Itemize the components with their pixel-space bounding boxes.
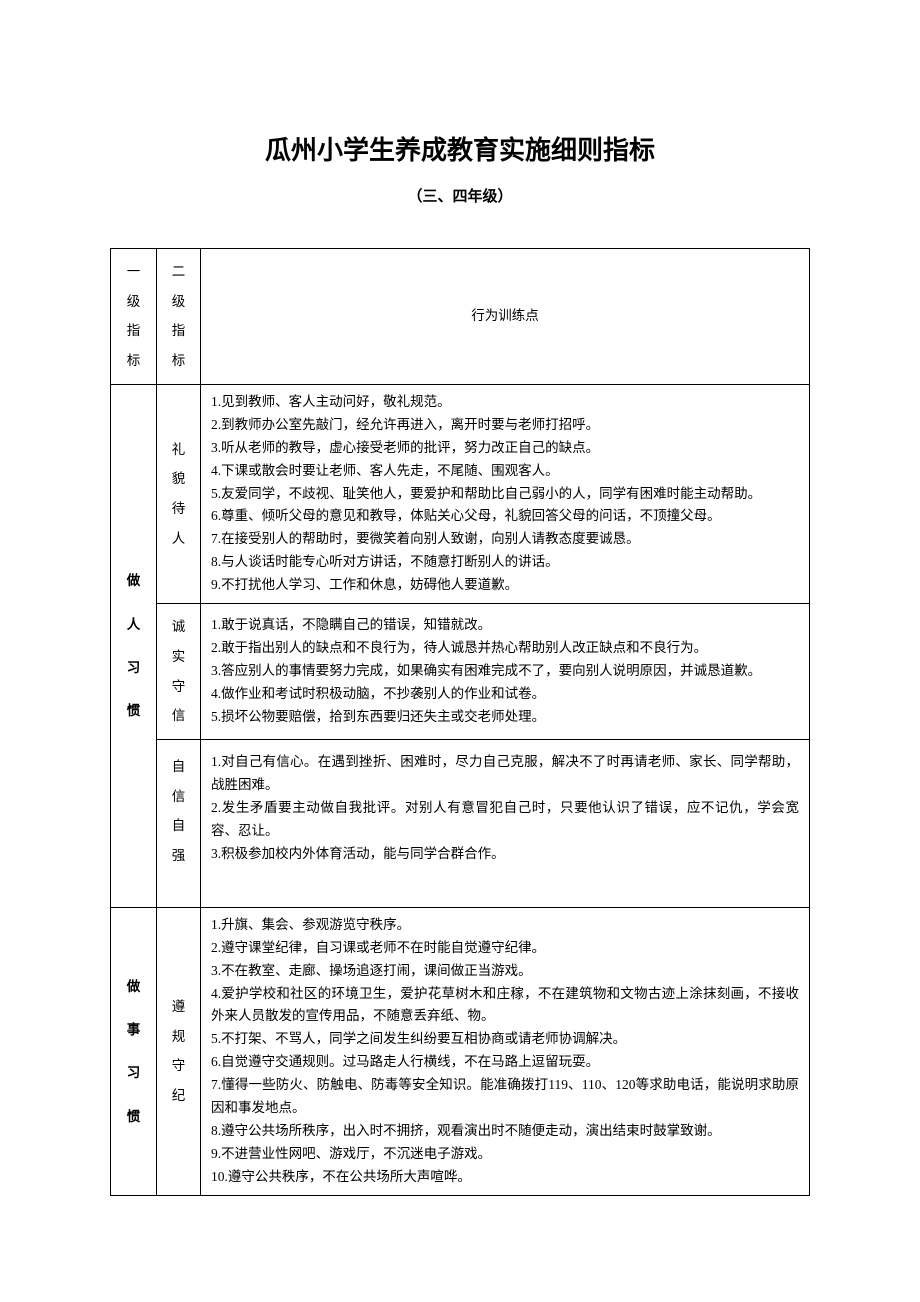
content-cell-0-1: 1.敢于说真话，不隐瞒自己的错误，知错就改。2.敢于指出别人的缺点和不良行为，待… bbox=[201, 604, 810, 740]
content-cell-1-0: 1.升旗、集会、参观游览守秩序。2.遵守课堂纪律，自习课或老师不在时能自觉遵守纪… bbox=[201, 907, 810, 1195]
level1-cell-0: 做人习惯 bbox=[111, 384, 157, 907]
content-cell-0-0: 1.见到教师、客人主动问好，敬礼规范。2.到教师办公室先敲门，经允许再进入，离开… bbox=[201, 384, 810, 603]
content-cell-0-2: 1.对自己有信心。在遇到挫折、困难时，尽力自己克服，解决不了时再请老师、家长、同… bbox=[201, 739, 810, 907]
doc-subtitle: （三、四年级） bbox=[110, 185, 810, 206]
header-level1-label: 一级指标 bbox=[115, 257, 152, 376]
table-row: 自信自强 1.对自己有信心。在遇到挫折、困难时，尽力自己克服，解决不了时再请老师… bbox=[111, 739, 810, 907]
criteria-table: 一级指标 二级指标 行为训练点 做人习惯 礼貌待人 1.见到教师、客人主动问好，… bbox=[110, 248, 810, 1196]
level2-cell-1-0: 遵规守纪 bbox=[157, 907, 201, 1195]
table-row: 做事习惯 遵规守纪 1.升旗、集会、参观游览守秩序。2.遵守课堂纪律，自习课或老… bbox=[111, 907, 810, 1195]
table-row: 做人习惯 礼貌待人 1.见到教师、客人主动问好，敬礼规范。2.到教师办公室先敲门… bbox=[111, 384, 810, 603]
header-level2: 二级指标 bbox=[157, 249, 201, 385]
header-level1: 一级指标 bbox=[111, 249, 157, 385]
table-header-row: 一级指标 二级指标 行为训练点 bbox=[111, 249, 810, 385]
table-row: 诚实守信 1.敢于说真话，不隐瞒自己的错误，知错就改。2.敢于指出别人的缺点和不… bbox=[111, 604, 810, 740]
level2-cell-0-0: 礼貌待人 bbox=[157, 384, 201, 603]
header-points: 行为训练点 bbox=[201, 249, 810, 385]
level1-cell-1: 做事习惯 bbox=[111, 907, 157, 1195]
level2-cell-0-2: 自信自强 bbox=[157, 739, 201, 907]
header-level2-label: 二级指标 bbox=[161, 257, 196, 376]
doc-title: 瓜州小学生养成教育实施细则指标 bbox=[110, 130, 810, 167]
level2-cell-0-1: 诚实守信 bbox=[157, 604, 201, 740]
